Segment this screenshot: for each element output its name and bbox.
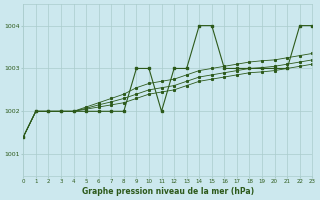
X-axis label: Graphe pression niveau de la mer (hPa): Graphe pression niveau de la mer (hPa) [82, 187, 254, 196]
